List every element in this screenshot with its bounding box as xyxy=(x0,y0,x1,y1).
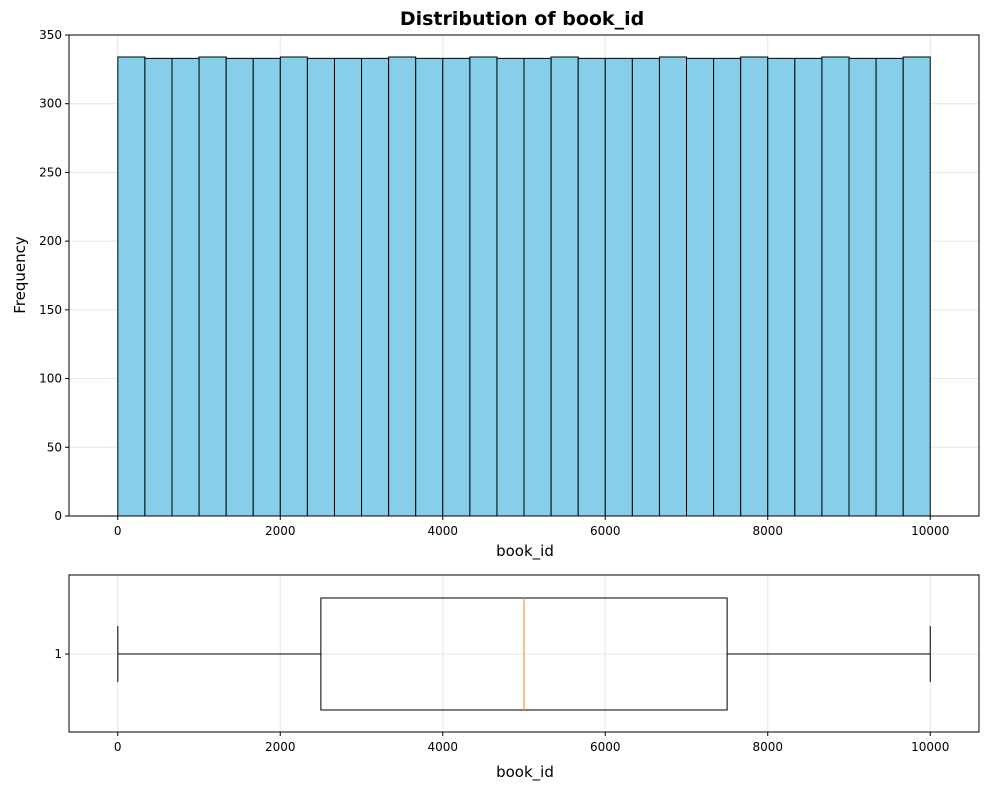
histogram-bar xyxy=(658,56,688,517)
histogram-bar xyxy=(713,57,742,517)
histogram-y-tick-label: 300 xyxy=(39,97,62,111)
histogram-y-tick-label: 100 xyxy=(39,372,62,386)
histogram-x-tick-label: 8000 xyxy=(752,524,783,538)
boxplot-x-tick-label: 6000 xyxy=(590,740,621,754)
boxplot-x-tick-label: 2000 xyxy=(265,740,296,754)
histogram-bar xyxy=(523,57,552,517)
histogram-bar xyxy=(794,57,823,517)
boxplot-x-axis-label: book_id xyxy=(496,763,554,782)
histogram-bar xyxy=(740,56,769,517)
histogram-y-tick-label: 350 xyxy=(39,28,62,42)
histogram-bar xyxy=(306,57,335,517)
histogram-y-tick-label: 0 xyxy=(54,509,62,523)
histogram-x-axis-label: book_id xyxy=(496,542,554,561)
boxplot-shape xyxy=(117,597,931,711)
histogram-y-tick-label: 250 xyxy=(39,165,62,179)
boxplot-x-tick-label: 8000 xyxy=(752,740,783,754)
boxplot-chart: 0 2000 4000 6000 8000 10000 1 book_id xyxy=(54,574,980,782)
histogram-bar xyxy=(117,56,146,517)
boxplot-x-ticks: 0 2000 4000 6000 8000 10000 xyxy=(114,732,949,754)
histogram-bar xyxy=(198,56,227,517)
histogram-y-tick-label: 150 xyxy=(39,303,62,317)
histogram-x-tick-label: 4000 xyxy=(427,524,458,538)
histogram-bar xyxy=(604,57,633,517)
histogram-axes-frame xyxy=(68,34,980,517)
histogram-bar xyxy=(361,57,390,517)
boxplot-x-tick-label: 4000 xyxy=(427,740,458,754)
boxplot-y-tick-label: 1 xyxy=(54,647,62,661)
boxplot-y-ticks: 1 xyxy=(54,647,69,661)
histogram-bar xyxy=(225,57,254,517)
histogram-y-tick-label: 50 xyxy=(47,440,62,454)
histogram-bar xyxy=(442,57,471,517)
boxplot-x-tick-label: 0 xyxy=(114,740,122,754)
boxplot-x-tick-label: 10000 xyxy=(911,740,949,754)
histogram-bar xyxy=(279,56,308,517)
histogram-y-ticks: 0 50 100 150 200 250 300 350 xyxy=(39,28,69,523)
histogram-bar xyxy=(496,57,525,517)
histogram-bar xyxy=(171,57,200,517)
histogram-bar xyxy=(550,56,579,517)
histogram-x-tick-label: 0 xyxy=(114,524,122,538)
histogram-bar xyxy=(902,56,931,517)
histogram-bars xyxy=(117,56,931,517)
histogram-y-tick-label: 200 xyxy=(39,234,62,248)
histogram-bar xyxy=(415,57,444,517)
histogram-bar xyxy=(144,57,173,517)
histogram-bar xyxy=(848,57,877,517)
histogram-bar xyxy=(252,57,281,517)
histogram-bar xyxy=(577,57,606,517)
histogram-x-tick-label: 2000 xyxy=(265,524,296,538)
chart-title: Distribution of book_id xyxy=(400,8,644,30)
histogram-bar xyxy=(767,57,796,517)
histogram-x-tick-label: 6000 xyxy=(590,524,621,538)
histogram-bar xyxy=(631,57,660,517)
histogram-x-ticks: 0 2000 4000 6000 8000 10000 xyxy=(114,516,949,538)
histogram-bar xyxy=(686,57,715,517)
histogram-bar xyxy=(875,57,904,517)
histogram-bar xyxy=(469,56,498,517)
histogram-chart: Distribution of book_id 0 2000 4000 6000 800… xyxy=(11,8,980,561)
histogram-bar xyxy=(821,56,850,517)
histogram-bar xyxy=(388,56,417,517)
histogram-y-axis-label: Frequency xyxy=(11,236,29,314)
histogram-bar xyxy=(333,57,363,517)
histogram-x-tick-label: 10000 xyxy=(911,524,949,538)
